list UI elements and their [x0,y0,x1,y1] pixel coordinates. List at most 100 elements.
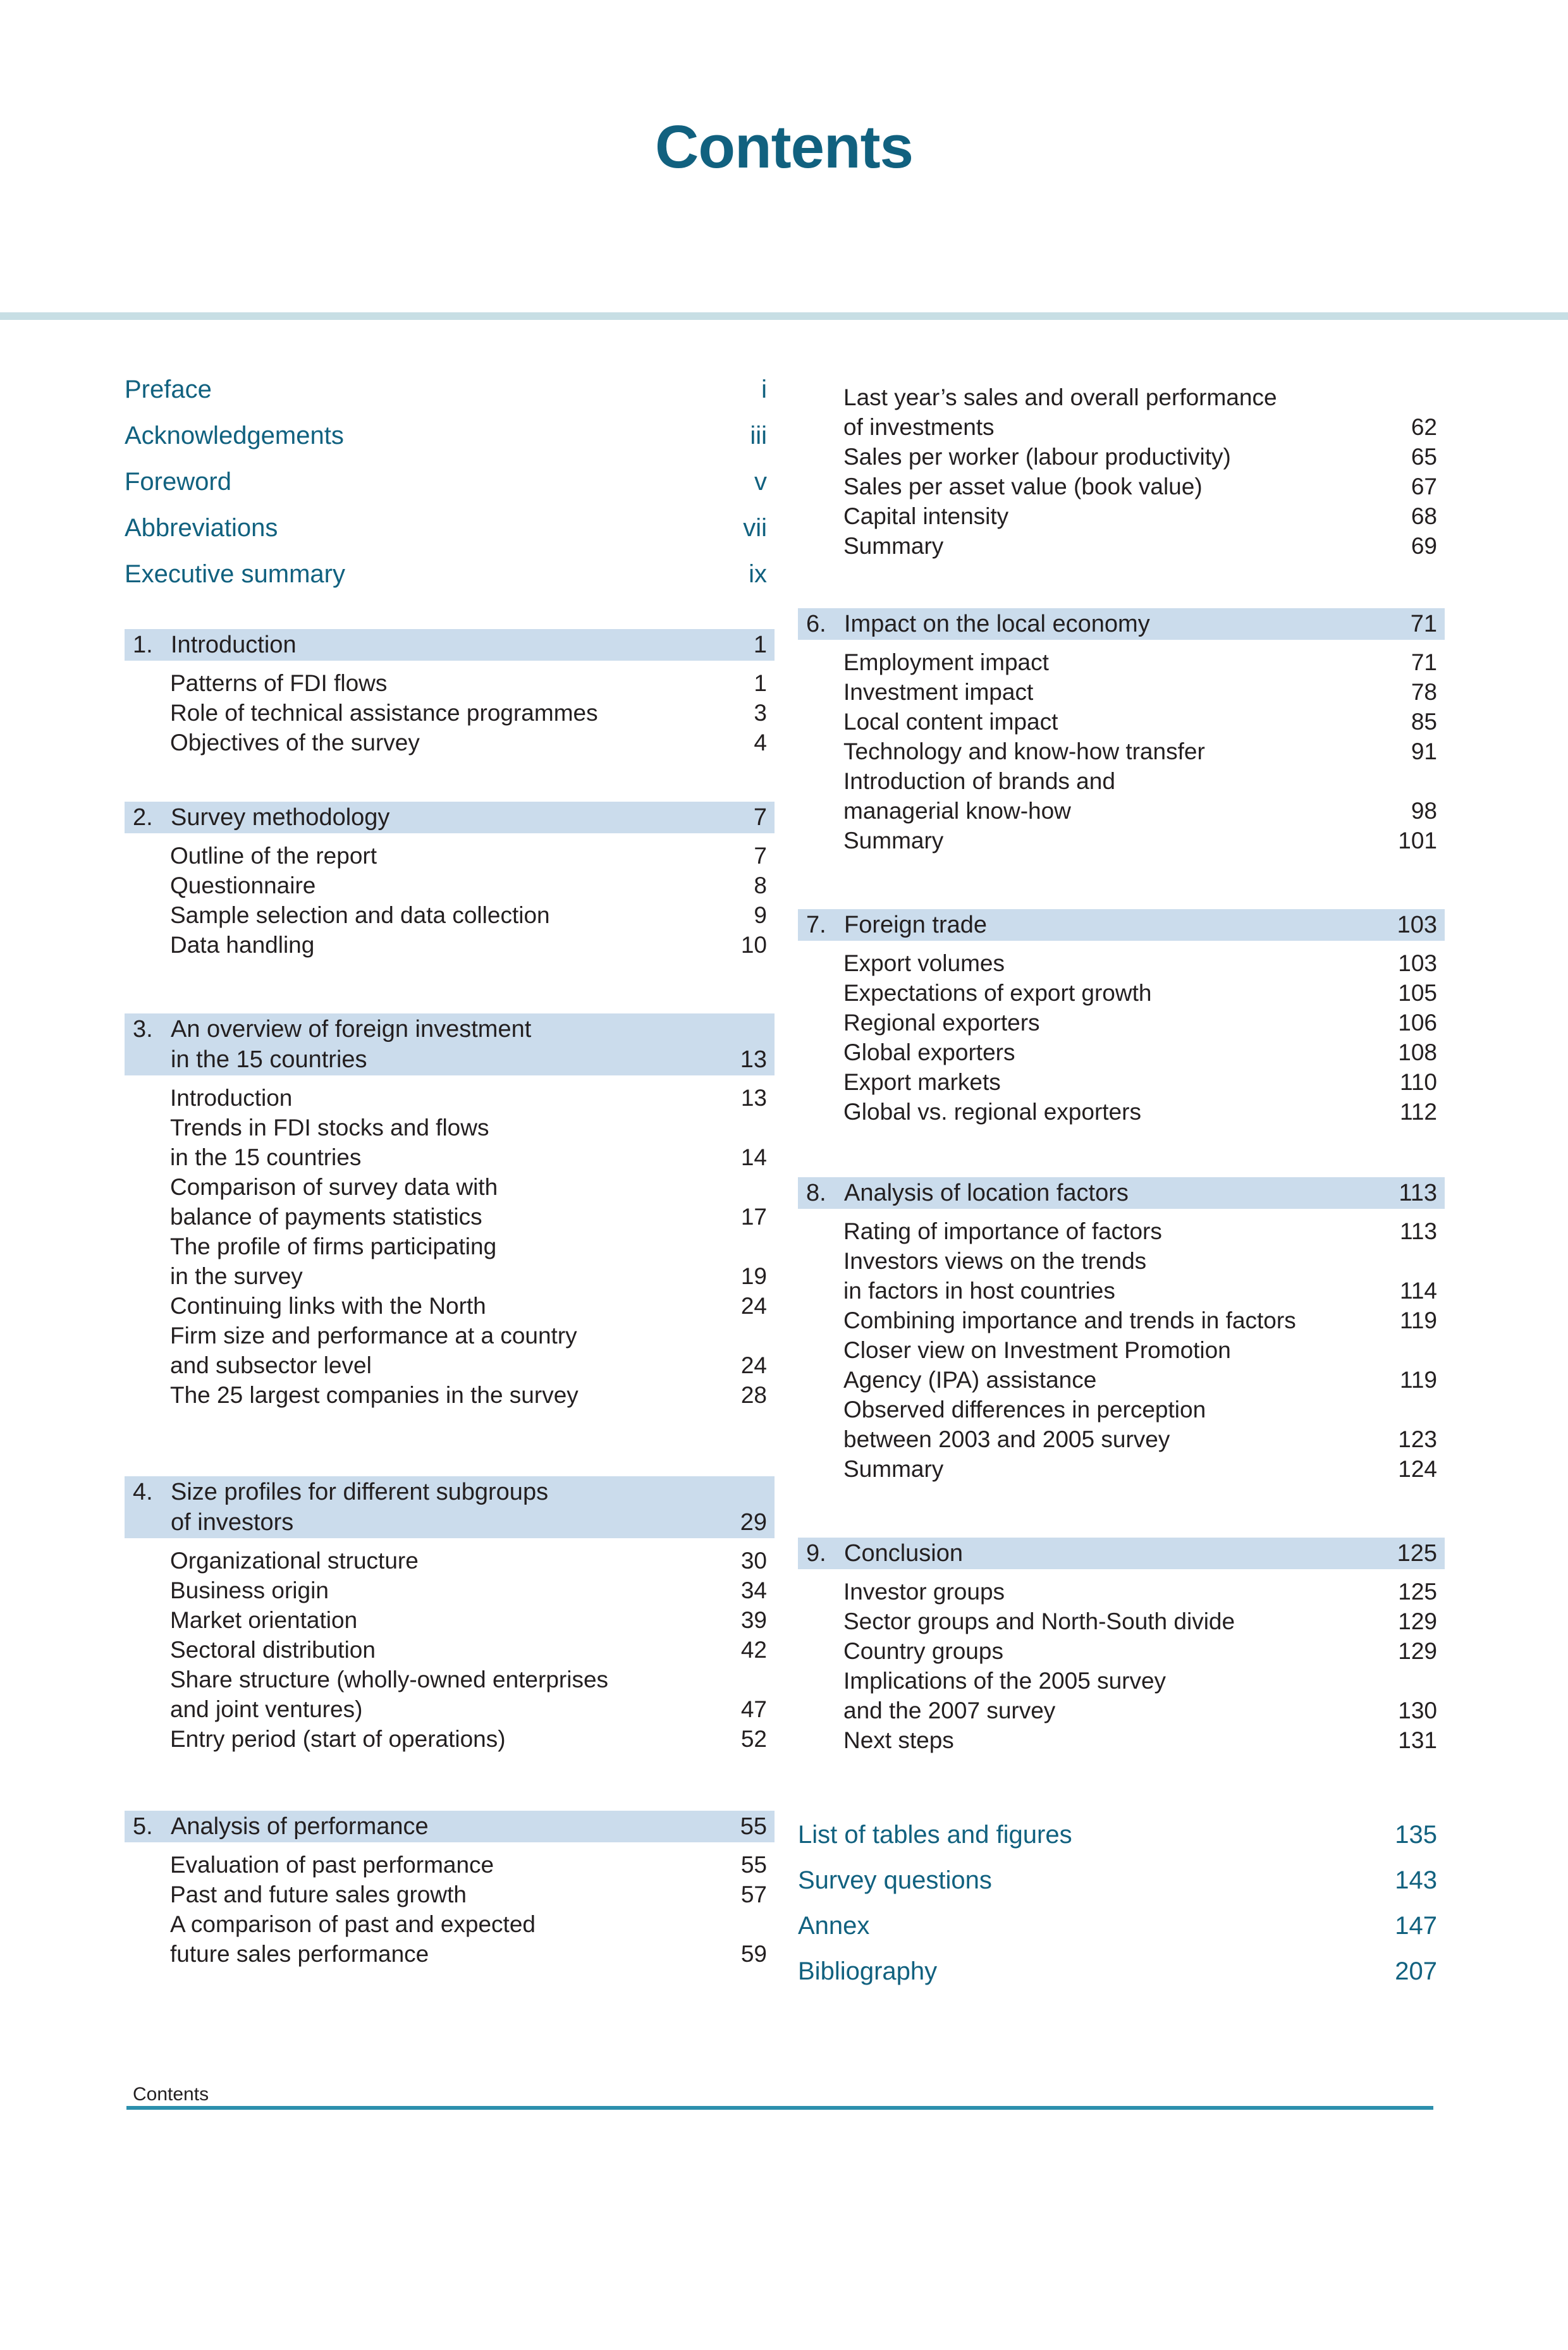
toc-subentry: Capital intensity 68 [798,501,1445,531]
subentry-page-number: 67 [1411,474,1437,499]
toc-subentry: Local content impact 85 [798,707,1445,737]
toc-subentry: Role of technical assistance programmes 3 [125,698,775,728]
toc-subentry: Organizational structure 30 [125,1546,775,1576]
subentry-page-number: 7 [754,843,767,869]
section-number: 9. [806,1540,826,1567]
subentry-label: managerial know-how [843,798,1071,824]
toc-section: 6. Impact on the local economy 71 Employ… [798,608,1445,855]
section-header-bar: 8. Analysis of location factors 113 [798,1177,1445,1209]
subentry-page-number: 110 [1400,1069,1437,1095]
toc-subentry: Employment impact 71 [798,647,1445,677]
section-items: Evaluation of past performance 55 Past and… [125,1850,775,1969]
section-items: Export volumes 103 Expectations of export … [798,948,1445,1127]
toc-subentry: The 25 largest companies in the survey 28 [125,1380,775,1410]
toc-subentry: Trends in FDI stocks and flows in the 15 … [125,1113,775,1172]
toc-subentry: Evaluation of past performance 55 [125,1850,775,1880]
toc-entry: Foreword v [125,459,775,505]
subentry-page-number: 39 [740,1607,767,1633]
section-header-bar: 2. Survey methodology 7 [125,802,775,833]
toc-section: 9. Conclusion 125 Investor groups 125 Sect… [798,1538,1445,1755]
section-title: Size profiles for different subgroups of … [171,1479,549,1536]
entry-label: Foreword [125,468,231,496]
toc-subentry: Expectations of export growth 105 [798,978,1445,1008]
subentry-label: Rating of importance of factors [843,1218,1162,1244]
section-header-bar: 1. Introduction 1 [125,629,775,661]
section-items: Organizational structure 30 Business origi… [125,1546,775,1754]
toc-entry: Abbreviations vii [125,505,775,551]
subentry-page-number: 124 [1398,1456,1437,1482]
subentry-label: in the survey [170,1263,303,1289]
subentry-page-number: 91 [1411,738,1437,764]
toc-entry: Acknowledgements iii [125,413,775,459]
toc-right-column: Last year’s sales and overall performanc… [798,367,1445,1994]
subentry-label: Local content impact [843,709,1058,735]
subentry-label: in factors in host countries [843,1278,1115,1304]
subentry-page-number: 131 [1398,1727,1437,1753]
subentry-page-number: 3 [754,700,767,726]
section-items: Introduction 13 Trends in FDI stocks and f… [125,1083,775,1410]
toc-subentry: Entry period (start of operations) 52 [125,1724,775,1754]
subentry-label: Introduction of brands and [843,768,1115,794]
section-number: 5. [133,1813,153,1840]
subentry-label: Observed differences in perception [843,1397,1206,1423]
subentry-page-number: 14 [740,1144,767,1170]
subentry-label: Investors views on the trends [843,1248,1147,1274]
section-page-number: 125 [1397,1540,1437,1567]
toc-entry: Preface i [125,367,775,413]
section-page-number: 113 [1399,1180,1437,1206]
subentry-label: Market orientation [170,1607,358,1633]
footer-rule [126,2106,1433,2110]
entry-label: Preface [125,376,212,403]
toc-entry: Executive summary ix [125,551,775,597]
entry-page-number: vii [743,514,767,542]
toc-subentry: Continuing links with the North 24 [125,1291,775,1321]
section-title: Foreign trade [844,912,988,938]
entry-label: List of tables and figures [798,1820,1072,1849]
subentry-label: Outline of the report [170,843,377,869]
entry-page-number: 135 [1395,1820,1437,1849]
subentry-label: Evaluation of past performance [170,1852,494,1878]
toc-section: 5. Analysis of performance 55 Evaluation… [125,1811,775,1969]
subentry-page-number: 17 [740,1204,767,1230]
toc-subentry: Sales per asset value (book value) 67 [798,472,1445,501]
toc-subentry: Rating of importance of factors 113 [798,1216,1445,1246]
subentry-page-number: 114 [1400,1278,1437,1304]
subentry-label: Sector groups and North-South divide [843,1608,1235,1634]
subentry-label: Regional exporters [843,1010,1040,1036]
subentry-page-number: 119 [1400,1367,1437,1393]
entry-page-number: 143 [1395,1866,1437,1894]
left-sections: 1. Introduction 1 Patterns of FDI flows 1… [125,629,775,1969]
subentry-label: Trends in FDI stocks and flows [170,1115,489,1141]
subentry-page-number: 13 [740,1085,767,1111]
section-items: Patterns of FDI flows 1 Role of technical … [125,668,775,757]
section-page-number: 71 [1410,611,1437,637]
subentry-page-number: 123 [1398,1426,1437,1452]
toc-subentry: Patterns of FDI flows 1 [125,668,775,698]
section-header-bar: 9. Conclusion 125 [798,1538,1445,1569]
subentry-page-number: 108 [1398,1039,1437,1065]
subentry-page-number: 129 [1398,1608,1437,1634]
section-title: An overview of foreign investment in the … [171,1016,532,1073]
subentry-page-number: 112 [1400,1099,1437,1125]
subentry-label: Investment impact [843,679,1034,705]
subentry-label: and the 2007 survey [843,1698,1056,1723]
section-header-bar: 6. Impact on the local economy 71 [798,608,1445,640]
subentry-page-number: 105 [1398,980,1437,1006]
section-page-number: 7 [753,804,767,831]
subentry-label: Summary [843,533,944,559]
subentry-page-number: 62 [1411,414,1437,440]
subentry-label: Past and future sales growth [170,1882,467,1907]
entry-label: Acknowledgements [125,422,344,450]
subentry-page-number: 30 [740,1548,767,1574]
section-header-bar: 7. Foreign trade 103 [798,909,1445,941]
subentry-label: Capital intensity [843,503,1009,529]
toc-entry: Survey questions 143 [798,1857,1445,1903]
entry-page-number: v [754,468,767,496]
entry-page-number: iii [750,422,767,450]
section-number: 4. [133,1479,153,1505]
entry-label: Bibliography [798,1957,938,1985]
toc-subentry: Introduction of brands and managerial kno… [798,766,1445,826]
section-header-bar: 4. Size profiles for different subgroups… [125,1476,775,1538]
section-title: Analysis of performance [171,1813,429,1840]
toc-subentry: Investment impact 78 [798,677,1445,707]
